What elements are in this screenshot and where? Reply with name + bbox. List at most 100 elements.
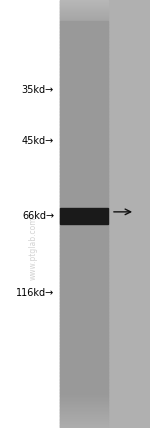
Bar: [60, 257, 108, 259]
Bar: [60, 402, 108, 404]
Bar: [60, 119, 108, 120]
Bar: [60, 37, 108, 39]
Bar: [60, 224, 108, 226]
Bar: [60, 338, 108, 340]
Bar: [60, 227, 108, 229]
Bar: [60, 386, 108, 389]
Bar: [60, 23, 108, 25]
Bar: [60, 339, 108, 342]
Bar: [60, 285, 108, 287]
Bar: [60, 208, 108, 224]
Bar: [60, 190, 108, 192]
Bar: [60, 382, 108, 384]
Bar: [60, 158, 108, 160]
Bar: [60, 270, 108, 271]
Bar: [60, 160, 108, 162]
Bar: [60, 377, 108, 378]
Bar: [60, 1, 108, 3]
Bar: [60, 196, 108, 197]
Bar: [60, 421, 108, 423]
Bar: [60, 166, 108, 167]
Bar: [60, 327, 108, 329]
Bar: [60, 50, 108, 52]
Bar: [60, 141, 108, 143]
Bar: [60, 24, 108, 26]
Bar: [60, 415, 108, 417]
Bar: [60, 391, 108, 393]
Bar: [60, 238, 108, 240]
Bar: [60, 223, 108, 224]
Bar: [60, 397, 108, 398]
Bar: [60, 124, 108, 126]
Bar: [60, 36, 108, 38]
Bar: [60, 194, 108, 196]
Bar: [60, 345, 108, 347]
Bar: [60, 34, 108, 36]
Bar: [60, 140, 108, 142]
Bar: [60, 284, 108, 286]
Bar: [60, 347, 108, 348]
Bar: [60, 93, 108, 95]
Bar: [60, 371, 108, 373]
Bar: [60, 380, 108, 381]
Bar: [60, 68, 108, 70]
Bar: [60, 191, 108, 193]
Bar: [60, 294, 108, 296]
Bar: [60, 40, 108, 42]
Bar: [60, 311, 108, 313]
Bar: [60, 215, 108, 217]
Bar: [60, 46, 108, 48]
Bar: [60, 54, 108, 56]
Bar: [60, 187, 108, 189]
Bar: [60, 363, 108, 364]
Bar: [60, 418, 108, 420]
Bar: [60, 103, 108, 104]
Bar: [60, 180, 108, 181]
Bar: [60, 416, 108, 419]
Bar: [60, 7, 108, 9]
Bar: [60, 84, 108, 86]
Bar: [60, 300, 108, 301]
Bar: [60, 401, 108, 403]
Bar: [60, 320, 108, 321]
Bar: [60, 204, 108, 206]
Bar: [60, 76, 108, 77]
Bar: [60, 341, 108, 343]
Bar: [60, 81, 108, 83]
Bar: [60, 83, 108, 85]
Bar: [60, 154, 108, 156]
Bar: [60, 260, 108, 262]
Bar: [60, 56, 108, 57]
Bar: [60, 113, 108, 115]
Bar: [60, 184, 108, 186]
Bar: [60, 425, 108, 427]
Bar: [60, 361, 108, 363]
Bar: [60, 419, 108, 421]
Bar: [60, 26, 108, 27]
Text: 116kd→: 116kd→: [16, 288, 54, 298]
Bar: [60, 150, 108, 152]
Bar: [60, 331, 108, 333]
Bar: [60, 48, 108, 51]
Bar: [60, 134, 108, 136]
Bar: [60, 404, 108, 406]
Bar: [60, 253, 108, 254]
Bar: [60, 241, 108, 243]
Bar: [60, 146, 108, 147]
Bar: [60, 309, 108, 312]
Bar: [60, 251, 108, 253]
Bar: [60, 348, 108, 350]
Bar: [60, 221, 108, 223]
Bar: [60, 277, 108, 279]
Bar: [60, 3, 108, 5]
Bar: [60, 95, 108, 98]
Bar: [60, 97, 108, 99]
Bar: [60, 357, 108, 359]
Bar: [60, 116, 108, 117]
Bar: [60, 399, 108, 401]
Text: www.ptglab.com: www.ptglab.com: [28, 217, 38, 280]
Bar: [60, 372, 108, 374]
Bar: [60, 292, 108, 294]
Bar: [60, 128, 108, 130]
Bar: [60, 350, 108, 351]
